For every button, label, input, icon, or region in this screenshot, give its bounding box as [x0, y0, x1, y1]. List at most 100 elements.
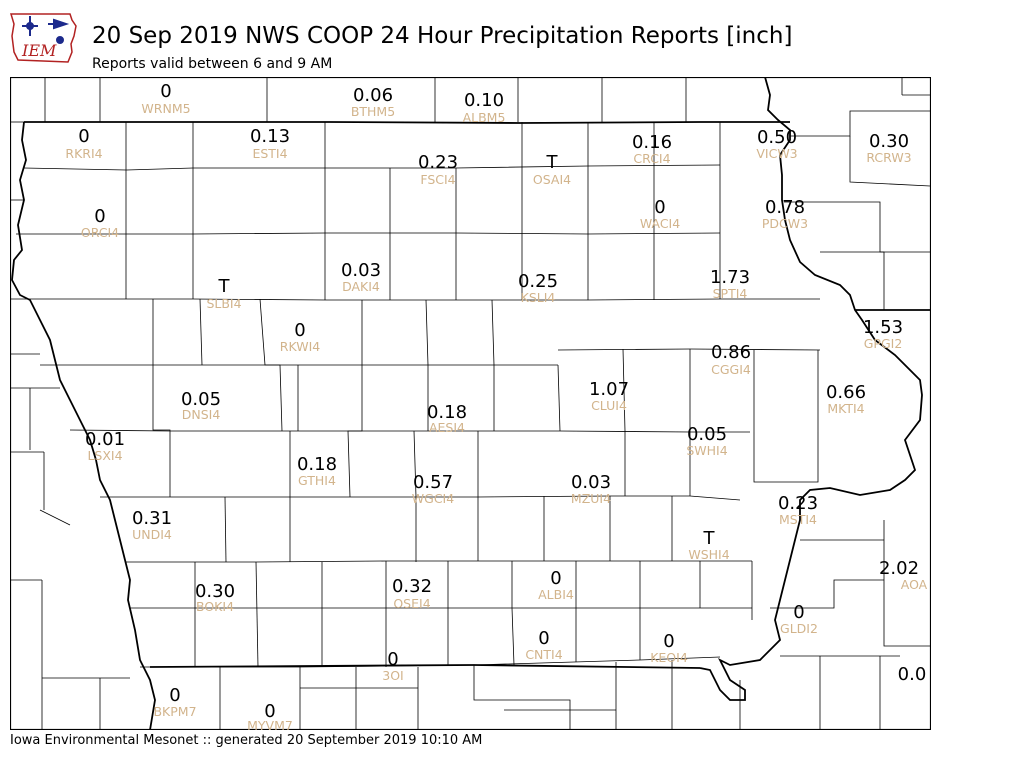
station-id: 3OI	[382, 668, 403, 683]
station-value: 0	[793, 602, 804, 623]
station-value: 0.01	[85, 429, 125, 450]
station-id: DAKI4	[342, 279, 380, 294]
station-value: 0.86	[711, 342, 751, 363]
station-value: 0	[294, 320, 305, 341]
station-id: WSHI4	[688, 547, 729, 562]
station-value: 0	[264, 701, 275, 722]
station-value: 0.30	[195, 581, 235, 602]
station-value: 0.50	[757, 127, 797, 148]
station-value: 0	[78, 126, 89, 147]
station-value: 0.66	[826, 382, 866, 403]
station-id: ALBM5	[463, 110, 506, 125]
station-value: 0	[654, 197, 665, 218]
station-id: MSTI4	[779, 512, 817, 527]
station-value: 0.31	[132, 508, 172, 529]
station-id: CRCI4	[633, 151, 670, 166]
station-unnamed-east: 0.0	[898, 664, 927, 685]
station-value: 0.57	[413, 472, 453, 493]
station-id: CGGI4	[711, 362, 751, 377]
station-value: T	[703, 528, 716, 549]
station-value: 2.02	[879, 558, 919, 579]
station-id: ESTI4	[252, 146, 287, 161]
station-id: MKTI4	[827, 401, 864, 416]
station-id: SLBI4	[206, 296, 241, 311]
station-value: 0.0	[898, 664, 927, 685]
weather-vane-icon	[22, 16, 70, 44]
station-id: AESI4	[429, 420, 465, 435]
state-boundaries	[11, 77, 930, 730]
station-id: RKRI4	[65, 146, 102, 161]
station-value: 0	[160, 81, 171, 102]
footer-credit: Iowa Environmental Mesonet :: generated …	[10, 733, 483, 748]
station-value: 0.13	[250, 126, 290, 147]
station-id: OSEI4	[393, 596, 430, 611]
station-id: GLDI2	[780, 621, 818, 636]
station-value: 0.06	[353, 85, 393, 106]
station-id: GTHI4	[298, 473, 336, 488]
station-id: PDCW3	[762, 216, 808, 231]
station-id: RCRW3	[866, 150, 911, 165]
station-value: 0.05	[181, 389, 221, 410]
station-id: ORCI4	[81, 225, 119, 240]
map-subtitle: Reports valid between 6 and 9 AM	[92, 56, 333, 72]
station-id: GPGI2	[864, 336, 903, 351]
station-value: 0.03	[571, 472, 611, 493]
station-value: 1.07	[589, 379, 629, 400]
station-id: BKPM7	[153, 704, 196, 719]
station-id: CNTI4	[525, 647, 562, 662]
station-value: 0.25	[518, 271, 558, 292]
station-id: WRNM5	[141, 101, 190, 116]
station-id: LSXI4	[87, 448, 122, 463]
county-lines	[10, 77, 931, 730]
station-value: T	[218, 276, 231, 297]
station-id: BOKI4	[196, 599, 234, 614]
station-value: 0	[538, 628, 549, 649]
station-id: FSCI4	[420, 172, 455, 187]
station-id: KSLI4	[521, 290, 556, 305]
station-id: SWHI4	[686, 443, 727, 458]
station-id: KEOI4	[650, 650, 688, 665]
station-id: SPTI4	[713, 286, 748, 301]
station-value: 0.78	[765, 197, 805, 218]
station-id: CLUI4	[591, 398, 627, 413]
station-value: 0	[94, 206, 105, 227]
station-id: BTHM5	[351, 104, 395, 119]
station-value: 0	[387, 649, 398, 670]
station-id: DNSI4	[182, 407, 221, 422]
station-id: WGCI4	[412, 491, 454, 506]
station-value: 0.23	[778, 493, 818, 514]
station-value: T	[546, 152, 559, 173]
station-value: 0.32	[392, 576, 432, 597]
station-value: 0.16	[632, 132, 672, 153]
